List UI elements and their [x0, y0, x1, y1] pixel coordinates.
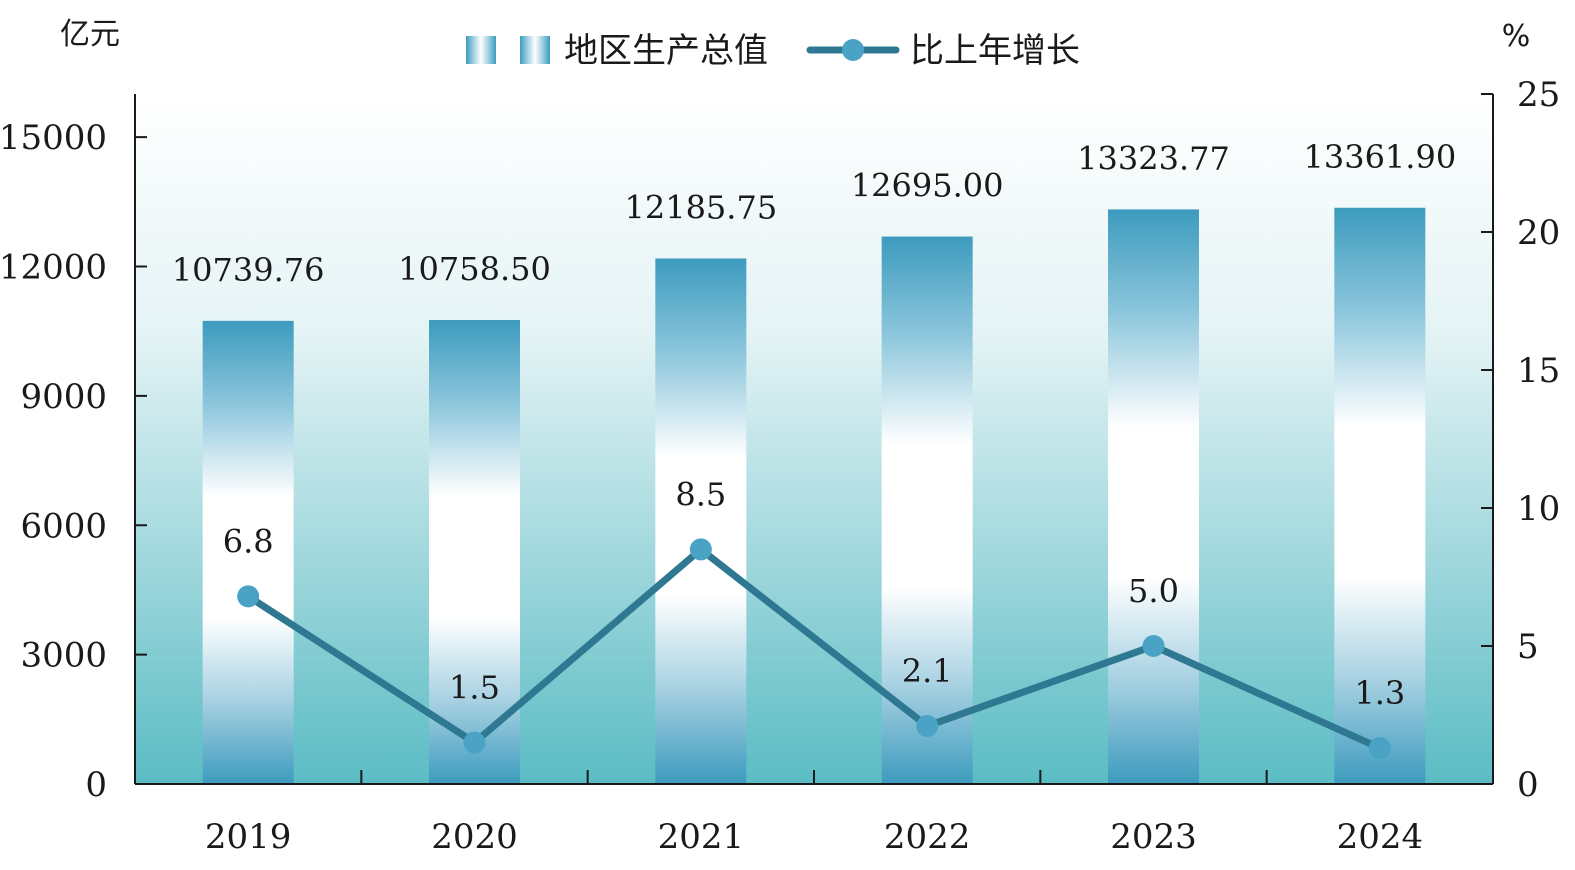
growth-label-2022: 2.1	[902, 652, 953, 690]
x-tick-label-2022: 2022	[884, 817, 971, 857]
bar-2023	[1108, 209, 1199, 784]
left-tick-label: 9000	[20, 377, 107, 417]
bar-label-2023: 13323.77	[1077, 139, 1230, 177]
legend-bar-label: 地区生产总值	[564, 31, 768, 71]
right-tick-label: 10	[1517, 489, 1560, 529]
growth-point-2021	[689, 538, 712, 561]
left-tick-label: 6000	[20, 506, 107, 546]
bar-label-2024: 13361.90	[1303, 138, 1456, 176]
x-tick-label-2019: 2019	[205, 817, 292, 857]
x-axis-ticks: 2019 2020 2021 2022 2023 2024	[205, 770, 1423, 857]
growth-point-2020	[463, 731, 486, 754]
growth-label-2019: 6.8	[223, 522, 274, 560]
bar-data-labels: 10739.76 10758.50 12185.75 12695.00 13323.77…	[172, 138, 1456, 289]
bar-2019	[202, 320, 294, 784]
legend-line-label: 比上年增长	[910, 31, 1080, 71]
right-tick-label: 5	[1517, 627, 1539, 667]
bar-series	[202, 207, 1426, 785]
right-axis-ticks: 0 5 10 15 20 25	[1481, 75, 1560, 805]
x-tick-label-2021: 2021	[658, 817, 745, 857]
right-tick-label: 15	[1517, 351, 1560, 391]
growth-point-2024	[1368, 737, 1391, 760]
growth-label-2023: 5.0	[1128, 572, 1179, 610]
legend-line-marker	[842, 39, 864, 61]
growth-line	[244, 545, 1384, 752]
growth-point-2023	[1142, 635, 1165, 657]
left-tick-label: 0	[85, 765, 107, 805]
left-tick-label: 3000	[20, 636, 107, 676]
bar-2020	[429, 320, 520, 784]
bar-label-2019: 10739.76	[172, 251, 325, 289]
left-axis-ticks: 0 3000 6000 9000 12000 15000	[0, 118, 147, 805]
left-tick-label: 12000	[0, 248, 107, 288]
bar-2021	[655, 258, 747, 785]
x-tick-label-2020: 2020	[431, 817, 518, 857]
left-axis-unit: 亿元	[60, 17, 120, 52]
legend-bar-swatch-left	[466, 36, 496, 64]
right-axis-unit: %	[1502, 19, 1531, 54]
growth-point-2019	[237, 585, 260, 608]
growth-label-2020: 1.5	[449, 669, 500, 707]
x-tick-label-2023: 2023	[1110, 817, 1197, 857]
right-tick-label: 25	[1517, 75, 1560, 115]
legend: 地区生产总值 比上年增长	[466, 31, 1080, 71]
line-series	[237, 538, 1391, 760]
growth-label-2021: 8.5	[675, 475, 726, 513]
line-data-labels: 6.8 1.5 8.5 2.1 5.0 1.3	[223, 475, 1406, 712]
legend-bar-swatch-right	[520, 36, 550, 64]
left-tick-label: 15000	[0, 118, 107, 158]
bar-label-2021: 12185.75	[624, 188, 777, 226]
x-tick-label-2024: 2024	[1337, 817, 1424, 857]
bar-label-2022: 12695.00	[851, 167, 1004, 205]
plot-background	[135, 94, 1493, 784]
right-tick-label: 0	[1517, 765, 1539, 805]
bar-label-2020: 10758.50	[398, 250, 551, 288]
growth-label-2024: 1.3	[1354, 674, 1405, 712]
right-tick-label: 20	[1517, 213, 1560, 253]
growth-point-2022	[916, 715, 939, 738]
bar-2024	[1334, 207, 1426, 784]
bar-2022	[881, 236, 973, 784]
